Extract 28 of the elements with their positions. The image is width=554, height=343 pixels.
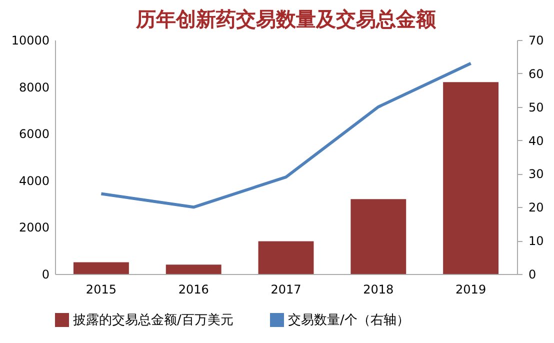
y-tick-label: 0 [42, 268, 50, 282]
x-tick-label: 2016 [178, 282, 209, 296]
legend-label: 交易数量/个（右轴） [288, 312, 410, 328]
y2-tick-label: 50 [528, 100, 544, 114]
bar [258, 241, 314, 274]
chart-title: 历年创新药交易数量及交易总金额 [135, 7, 437, 31]
legend-label: 披露的交易总金额/百万美元 [73, 312, 234, 328]
line-series [100, 62, 472, 209]
x-tick-label: 2018 [363, 282, 394, 296]
bar [443, 82, 499, 274]
y2-tick-label: 70 [528, 34, 544, 48]
y-tick-label: 6000 [18, 127, 50, 142]
x-tick-label: 2019 [456, 282, 486, 296]
x-tick-label: 2017 [270, 282, 302, 296]
y2-tick-label: 60 [528, 66, 544, 81]
y2-tick-label: 40 [528, 134, 544, 148]
y-tick-label: 4000 [18, 174, 50, 188]
y-tick-label: 2000 [18, 220, 50, 235]
y2-tick-label: 10 [528, 234, 544, 248]
bar [73, 262, 129, 274]
y-tick-label: 8000 [18, 80, 50, 94]
y2-tick-label: 20 [528, 200, 544, 215]
bar [350, 199, 406, 274]
y2-tick-label: 30 [528, 167, 544, 182]
bar [166, 264, 222, 274]
y2-tick-label: 0 [528, 268, 536, 282]
y-tick-label: 10000 [11, 34, 50, 48]
x-tick-label: 2015 [86, 282, 116, 296]
